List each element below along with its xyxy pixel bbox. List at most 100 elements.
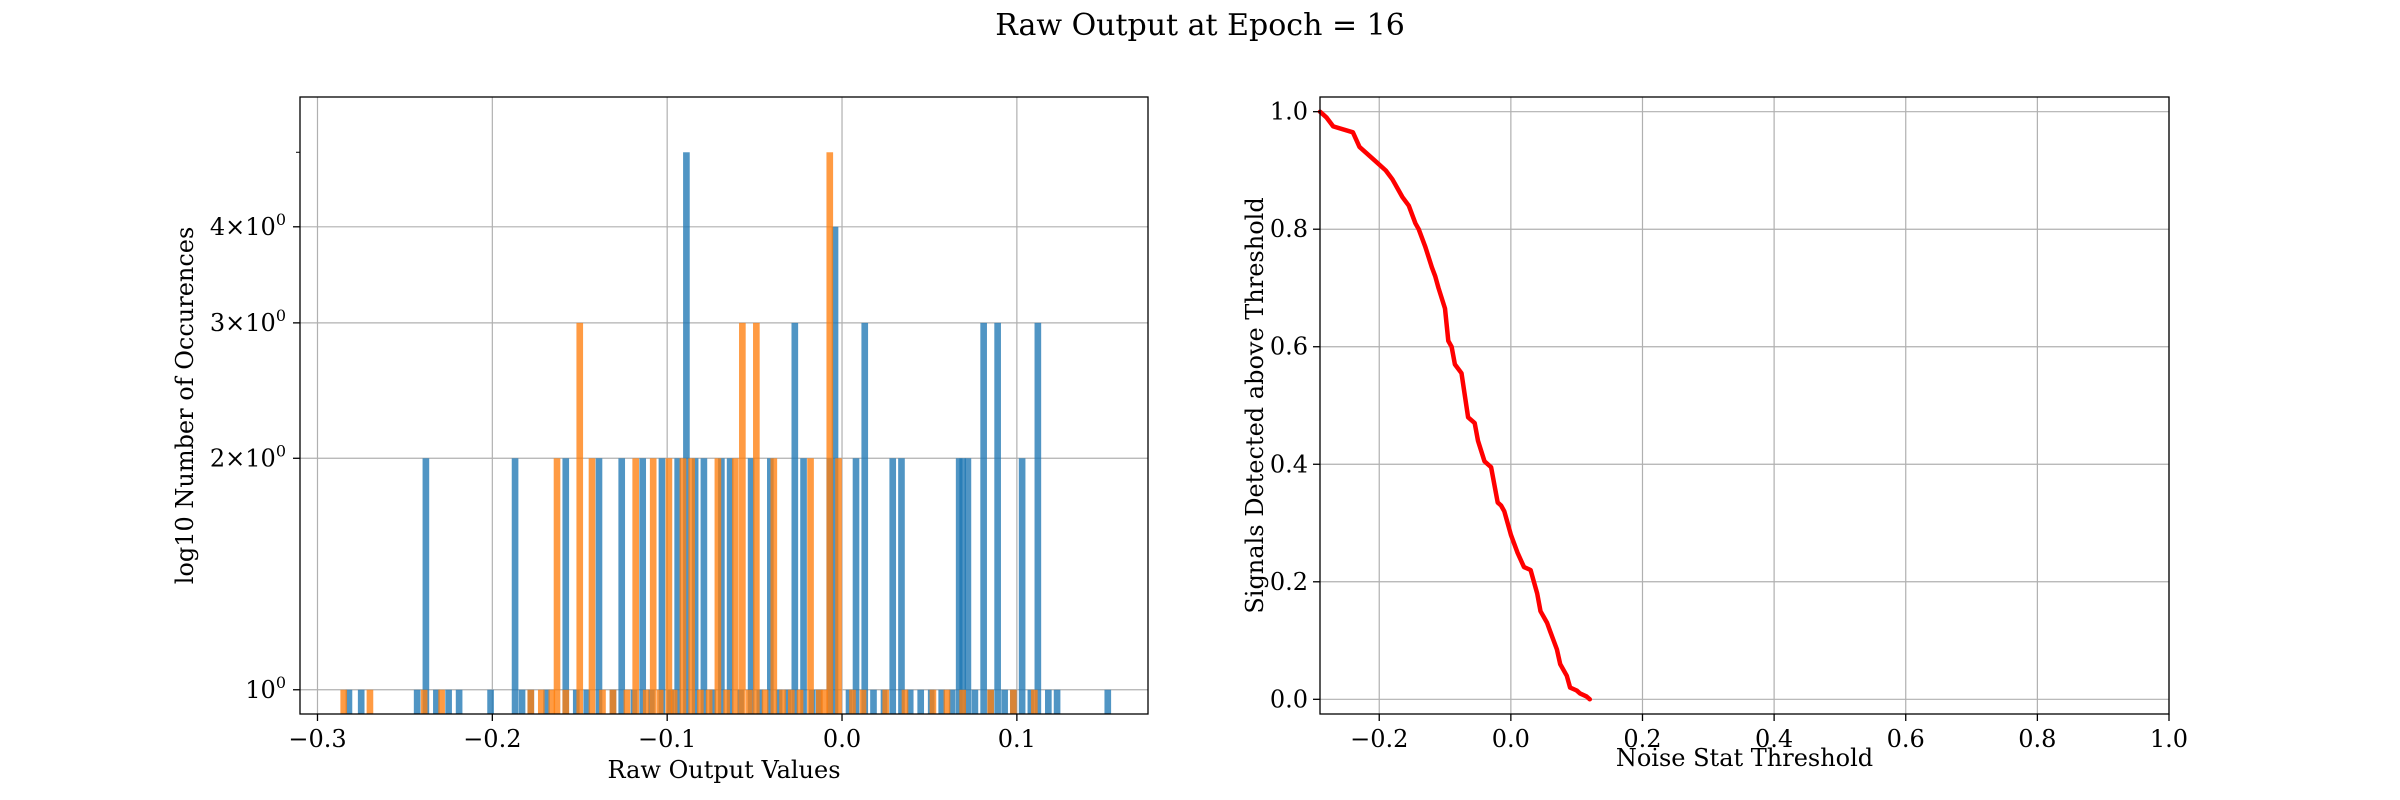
histogram-bar <box>433 689 440 714</box>
histogram-bar <box>779 689 786 714</box>
x-tick-label: 1.0 <box>2150 725 2188 753</box>
histogram-bar <box>674 458 681 714</box>
histogram-bar <box>959 458 966 714</box>
histogram-bar <box>1001 689 1008 714</box>
histogram-bar <box>959 689 966 714</box>
histogram-bar <box>906 689 914 714</box>
histogram-bar <box>787 689 795 714</box>
histogram-bar <box>609 689 617 714</box>
histogram-bar <box>726 458 734 714</box>
histogram-bar <box>487 689 494 714</box>
histogram-bar <box>770 458 778 714</box>
histogram-bar <box>642 689 650 714</box>
y-tick-label: 4×100 <box>210 210 286 241</box>
histogram-bar <box>938 689 946 714</box>
histogram-bar <box>889 458 897 714</box>
histogram-bar <box>445 689 452 714</box>
histogram-bar <box>599 689 606 714</box>
figure-title: Raw Output at Epoch = 16 <box>995 8 1405 43</box>
histogram-bar <box>553 458 561 714</box>
x-axis-label: Raw Output Values <box>607 756 840 784</box>
histogram-bar <box>994 322 1001 714</box>
y-tick-label: 2×100 <box>210 441 286 472</box>
histogram-bar <box>948 689 956 714</box>
histogram-bar <box>658 458 666 714</box>
histogram-bar <box>1053 689 1061 714</box>
histogram-bar <box>1027 689 1035 714</box>
histogram-bar <box>835 458 842 714</box>
histogram-bar <box>767 458 774 714</box>
y-tick-label: 0.2 <box>1270 568 1308 596</box>
histogram-bar <box>861 322 869 714</box>
plot-frame <box>299 96 1149 715</box>
histogram-bar <box>791 322 799 714</box>
histogram-bar <box>849 689 856 714</box>
histogram-bar <box>543 689 550 714</box>
histogram-bar <box>929 689 937 714</box>
histogram-bar <box>537 689 545 714</box>
histogram-bar <box>987 689 994 714</box>
histogram-bar <box>917 689 925 714</box>
histogram-bar <box>679 458 687 714</box>
histogram-bar <box>623 689 631 714</box>
x-axis-label: Noise Stat Threshold <box>1616 744 1873 772</box>
histogram-bar <box>366 689 374 714</box>
histogram-bar <box>1018 458 1026 714</box>
y-tick-label: 3×100 <box>210 306 286 337</box>
histogram-bar <box>739 322 746 714</box>
x-tick-label: 0.4 <box>1755 725 1793 753</box>
histogram-bar <box>548 689 556 714</box>
histogram-bar <box>746 689 753 714</box>
histogram-bar <box>705 689 713 714</box>
histogram-bar <box>527 689 535 714</box>
histogram-bar <box>588 458 596 714</box>
histogram-bar <box>1010 689 1017 714</box>
y-tick-label: 100 <box>245 673 286 704</box>
histogram-bar <box>455 689 463 714</box>
histogram-bar <box>639 458 647 714</box>
histogram-bar <box>422 458 430 714</box>
histogram-bar <box>870 689 877 714</box>
histogram-bar <box>518 689 526 714</box>
x-tick-label: −0.1 <box>638 725 696 753</box>
x-tick-label: −0.2 <box>463 725 521 753</box>
histogram-bar <box>618 458 626 714</box>
histogram-bar <box>807 458 814 714</box>
histogram-bar <box>826 152 834 714</box>
histogram-bar <box>691 458 699 714</box>
y-axis-label: log10 Number of Occurences <box>171 227 199 585</box>
histogram-bar <box>1104 689 1112 714</box>
histogram-bar <box>709 689 716 714</box>
histogram-bar <box>971 689 979 714</box>
plot-frame <box>1319 96 2170 715</box>
histogram-chart: −0.3 −0.2 −0.1 0.0 0.1 100 2×100 3×100 4×100 Raw … <box>171 96 1149 784</box>
y-tick-label: 0.0 <box>1270 685 1308 713</box>
histogram-bar <box>697 689 704 714</box>
histogram-bar <box>901 689 909 714</box>
histogram-bar <box>572 689 580 714</box>
threshold-line-chart: −0.2 0.0 0.2 0.4 0.6 0.8 1.0 0.0 0.2 0.4 0.6 0.8 1.0… <box>1241 96 2188 772</box>
histogram-bar <box>511 458 519 714</box>
histogram-bar <box>670 689 678 714</box>
histogram-bar <box>688 458 695 714</box>
histogram-bar <box>562 689 570 714</box>
histogram-bar <box>714 458 722 714</box>
histogram-bar <box>562 458 570 714</box>
histogram-bar <box>438 689 445 714</box>
histogram-bar <box>753 322 760 714</box>
histogram-bar <box>632 458 640 714</box>
y-tick-label: 0.8 <box>1270 215 1308 243</box>
histogram-bar <box>665 458 673 714</box>
histogram-bar <box>845 689 853 714</box>
y-tick-label: 0.4 <box>1270 450 1308 478</box>
histogram-bar <box>413 689 421 714</box>
x-tick-label: 0.6 <box>1887 725 1925 753</box>
histogram-bar <box>649 458 657 714</box>
histogram-bar <box>821 689 828 714</box>
x-tick-label: 0.2 <box>1623 725 1661 753</box>
x-tick-label: 0.1 <box>998 725 1036 753</box>
histogram-bar <box>761 689 769 714</box>
histogram-bar <box>859 689 867 714</box>
histogram-bar <box>718 458 725 714</box>
